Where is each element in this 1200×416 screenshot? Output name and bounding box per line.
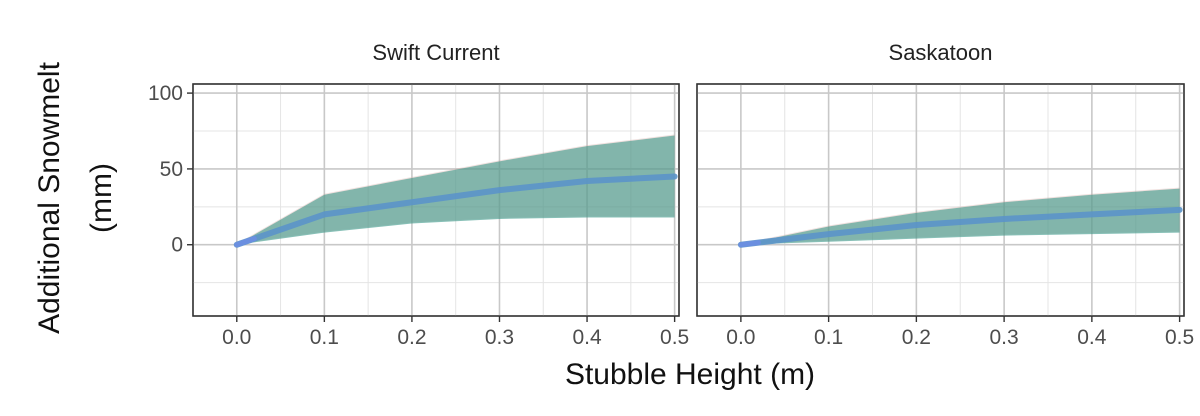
y-tick-label: 100	[148, 82, 183, 105]
y-tick-label: 0	[171, 234, 183, 257]
mean-line	[233, 173, 678, 248]
x-tick-label: 0.4	[1077, 326, 1107, 349]
x-tick-label: 0.0	[726, 326, 755, 349]
y-axis-label-line-2: (mm)	[85, 163, 118, 233]
x-tick-label: 0.3	[485, 326, 514, 349]
panel-title: Saskatoon	[889, 40, 993, 65]
x-tick-label: 0.2	[902, 326, 931, 349]
x-tick-label: 0.1	[814, 326, 843, 349]
panel-title: Swift Current	[372, 40, 499, 65]
y-axis: 0 50 100	[148, 82, 193, 257]
x-tick-label: 0.3	[990, 326, 1019, 349]
y-axis-label-line-1: Additional Snowmelt	[33, 61, 66, 333]
x-axis-label: Stubble Height (m)	[565, 358, 815, 391]
mean-line-start	[738, 240, 761, 248]
panel-border	[192, 83, 680, 317]
x-tick-label: 0.2	[397, 326, 426, 349]
panel-border	[696, 83, 1185, 317]
confidence-band	[236, 135, 675, 245]
x-tick-label: 0.4	[572, 326, 602, 349]
mean-line-start	[234, 236, 257, 248]
panel-1: 0.0 0.1 0.2 0.3 0.4 0.5 Swift Current	[192, 40, 689, 349]
x-tick-label: 0.5	[1165, 326, 1194, 349]
panel-2: 0.0 0.1 0.2 0.3 0.4 0.5 Saskatoon	[696, 40, 1194, 349]
x-tick-label: 0.5	[660, 326, 689, 349]
x-tick-label: 0.0	[222, 326, 251, 349]
x-tick-label: 0.1	[310, 326, 339, 349]
chart-panels: 0.0 0.1 0.2 0.3 0.4 0.5 Swift Current 0.0 0.1 0.2…	[192, 40, 1194, 349]
y-tick-label: 50	[160, 158, 183, 181]
mean-line	[737, 206, 1183, 248]
